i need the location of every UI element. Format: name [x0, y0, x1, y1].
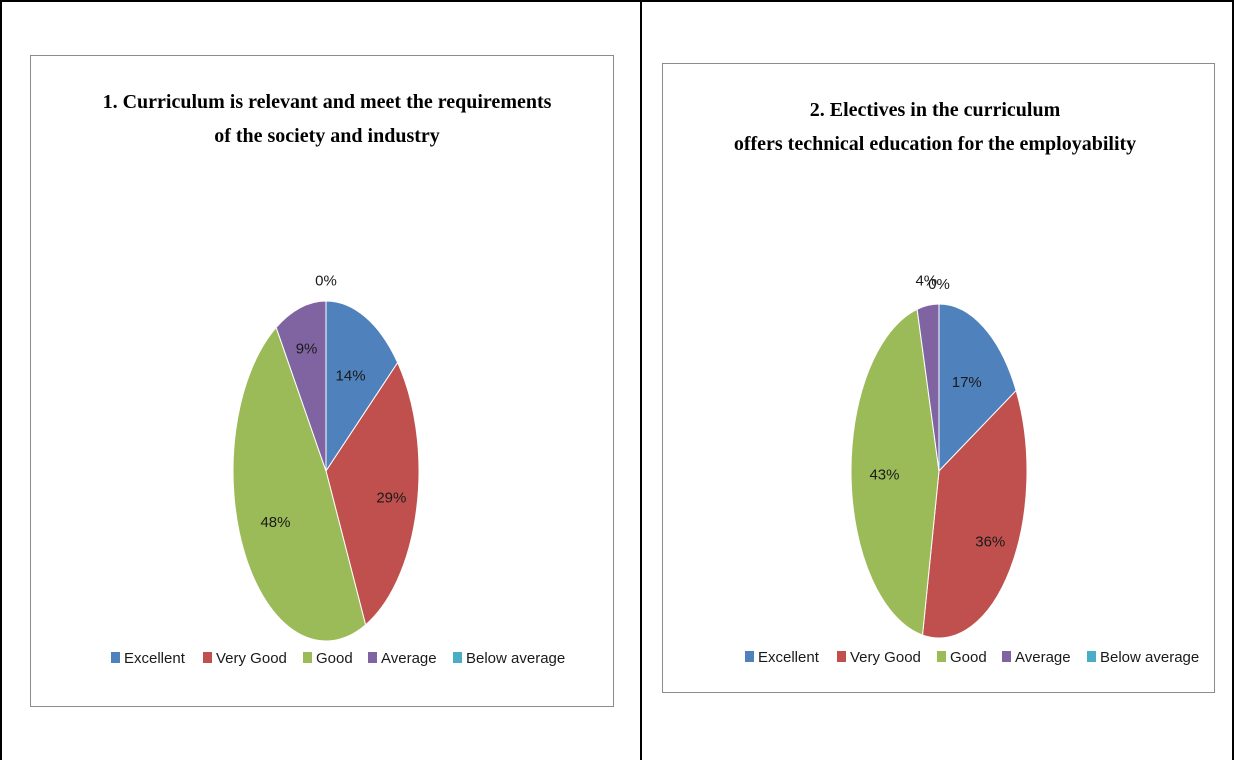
- legend-label-good: Good: [316, 650, 353, 667]
- chart-1-title-line-1: 1. Curriculum is relevant and meet the r…: [103, 91, 552, 113]
- legend-label-below-average: Below average: [1100, 649, 1199, 666]
- legend-label-below-average: Below average: [466, 650, 565, 667]
- legend-swatch-good: [303, 652, 312, 663]
- pie-slice-excellent: [938, 303, 1017, 473]
- legend-swatch-below-average: [1087, 651, 1096, 662]
- legend-swatch-excellent: [745, 651, 754, 662]
- data-label-below-average: 0%: [315, 273, 337, 290]
- legend-swatch-below-average: [453, 652, 462, 663]
- legend-swatch-very-good: [837, 651, 846, 662]
- table-border-left: [0, 0, 2, 760]
- pie-slice-good: [850, 308, 940, 636]
- table-border-top: [0, 0, 1234, 2]
- chart-2-data-labels: 17% 36% 43% 4%0%: [869, 272, 1005, 550]
- legend-label-very-good: Very Good: [216, 650, 287, 667]
- chart-2-svg: 2. Electives in the curriculum offers te…: [734, 99, 1199, 666]
- pie-slice-very-good: [325, 361, 420, 626]
- legend-swatch-average: [1002, 651, 1011, 662]
- data-label-average: 9%: [296, 341, 318, 358]
- data-label-excellent: 17%: [952, 374, 982, 391]
- data-label-below-average: 0%: [928, 276, 950, 293]
- legend-swatch-good: [937, 651, 946, 662]
- chart-1-legend: Excellent Very Good Good Average Below avera…: [111, 650, 565, 667]
- data-label-good: 48%: [260, 514, 290, 531]
- chart-2-title-line-1: 2. Electives in the curriculum: [810, 99, 1061, 121]
- legend-label-very-good: Very Good: [850, 649, 921, 666]
- legend-label-excellent: Excellent: [124, 650, 186, 667]
- chart-1-title-line-2: of the society and industry: [214, 125, 440, 147]
- pie-slice-excellent: [325, 300, 399, 473]
- legend-swatch-excellent: [111, 652, 120, 663]
- pie-slice-good: [232, 326, 367, 642]
- chart-1: 1. Curriculum is relevant and meet the r…: [30, 55, 614, 707]
- data-label-good: 43%: [869, 466, 899, 483]
- data-label-average: 4%: [915, 272, 937, 289]
- chart-1-slices: [232, 300, 420, 642]
- data-label-very-good: 36%: [975, 534, 1005, 551]
- chart-2: 2. Electives in the curriculum offers te…: [662, 63, 1215, 693]
- chart-2-title-line-2: offers technical education for the emplo…: [734, 133, 1136, 155]
- legend-swatch-very-good: [203, 652, 212, 663]
- pie-slice-very-good: [921, 389, 1028, 639]
- table-divider: [640, 0, 642, 760]
- chart-1-svg: 1. Curriculum is relevant and meet the r…: [103, 91, 566, 667]
- legend-label-good: Good: [950, 649, 987, 666]
- legend-label-average: Average: [381, 650, 437, 667]
- chart-2-slices: [850, 303, 1028, 639]
- data-label-very-good: 29%: [376, 490, 406, 507]
- legend-label-average: Average: [1015, 649, 1071, 666]
- pie-slice-average: [916, 303, 940, 472]
- pie-slice-average: [275, 300, 327, 472]
- legend-label-excellent: Excellent: [758, 649, 820, 666]
- chart-1-data-labels: 14% 29% 48% 9% 0%: [260, 273, 406, 531]
- legend-swatch-average: [368, 652, 377, 663]
- chart-2-legend: Excellent Very Good Good Average Below avera…: [745, 649, 1199, 666]
- data-label-excellent: 14%: [336, 368, 366, 385]
- table-border-right: [1232, 0, 1234, 760]
